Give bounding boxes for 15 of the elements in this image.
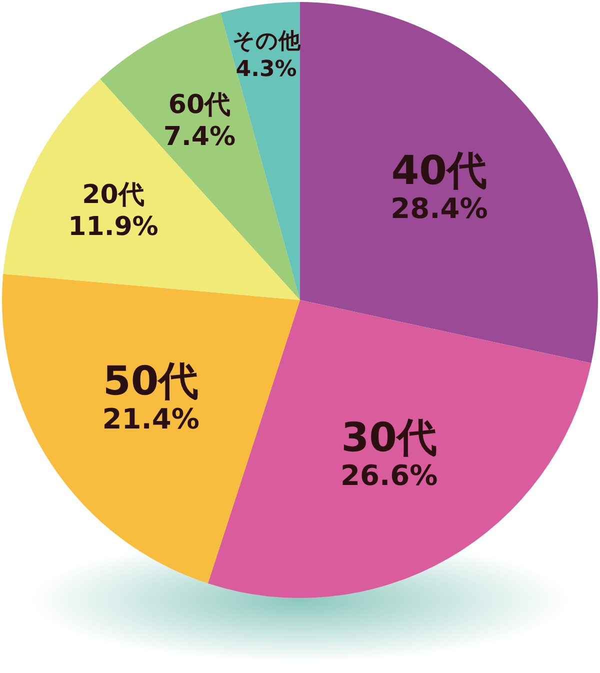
- slice-label: 20代: [82, 180, 144, 210]
- slice-label: 30代: [341, 415, 437, 462]
- data-label: 7.4%: [163, 122, 236, 152]
- data-label: 28.4%: [390, 192, 488, 225]
- pie-slice: [300, 2, 598, 364]
- pie-slice: [3, 78, 300, 300]
- slice-label: 50代: [103, 358, 199, 405]
- data-label: 21.4%: [102, 402, 200, 436]
- pie-slice: [208, 300, 592, 598]
- slice-label: 40代: [391, 148, 488, 194]
- data-label: 26.6%: [340, 459, 438, 492]
- data-label: 4.3%: [236, 56, 297, 82]
- slice-label: 60代: [168, 90, 231, 120]
- data-label: 11.9%: [68, 212, 158, 242]
- pie-slice: [2, 274, 300, 584]
